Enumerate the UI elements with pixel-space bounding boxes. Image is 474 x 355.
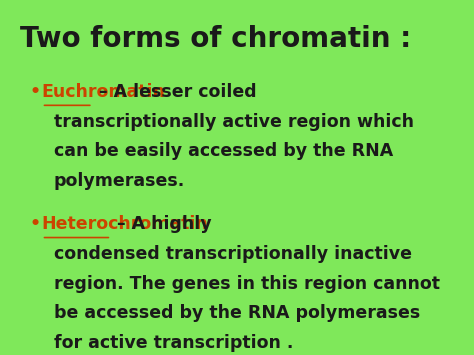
Text: •: • <box>29 83 41 101</box>
Text: region. The genes in this region cannot: region. The genes in this region cannot <box>54 275 440 293</box>
Text: polymerases.: polymerases. <box>54 172 185 190</box>
Text: •: • <box>29 215 41 233</box>
Text: condensed transcriptionally inactive: condensed transcriptionally inactive <box>54 245 412 263</box>
Text: for active transcription .: for active transcription . <box>54 334 293 352</box>
Text: Heterochromatin: Heterochromatin <box>42 215 209 233</box>
Text: can be easily accessed by the RNA: can be easily accessed by the RNA <box>54 142 393 160</box>
Text: Two forms of chromatin :: Two forms of chromatin : <box>19 25 411 53</box>
Text: – A highly: – A highly <box>111 215 212 233</box>
Text: Euchromatin: Euchromatin <box>42 83 165 101</box>
Text: – A lesser coiled: – A lesser coiled <box>93 83 256 101</box>
Text: be accessed by the RNA polymerases: be accessed by the RNA polymerases <box>54 304 420 322</box>
Text: transcriptionally active region which: transcriptionally active region which <box>54 113 414 131</box>
